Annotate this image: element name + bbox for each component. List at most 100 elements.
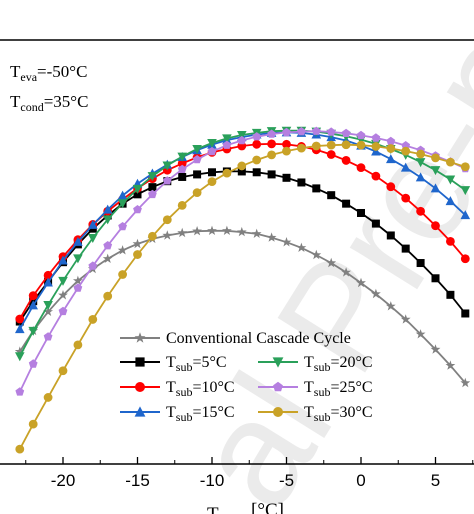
- data-point: [14, 352, 25, 362]
- data-point: [401, 193, 411, 203]
- legend-label-main: T: [166, 404, 176, 421]
- data-point: [237, 167, 246, 176]
- data-point: [371, 133, 381, 142]
- data-point: [132, 184, 143, 194]
- data-point: [237, 135, 247, 145]
- data-point: [386, 154, 396, 164]
- legend-marker: [134, 332, 146, 343]
- data-point: [416, 149, 425, 159]
- data-point: [341, 128, 351, 137]
- data-point: [177, 158, 187, 168]
- data-point: [192, 188, 202, 198]
- data-point: [43, 306, 53, 316]
- data-point: [461, 309, 470, 318]
- data-point: [73, 340, 83, 350]
- data-point: [445, 360, 456, 370]
- data-point: [177, 200, 187, 210]
- data-point: [207, 177, 217, 187]
- data-point: [326, 257, 337, 268]
- legend-label-sub: sub: [176, 410, 193, 424]
- data-point: [222, 168, 232, 178]
- legend-label-main: T: [304, 354, 314, 371]
- data-point: [252, 168, 261, 177]
- data-point: [133, 205, 142, 214]
- legend-label-tail: =10°C: [192, 379, 234, 396]
- data-point: [297, 143, 306, 153]
- data-point: [446, 290, 455, 299]
- data-point: [341, 267, 351, 277]
- data-point: [117, 245, 128, 255]
- x-axis-label: T [°C]: [207, 500, 284, 514]
- data-point: [177, 164, 187, 173]
- data-point: [177, 152, 187, 162]
- legend-label-tail: =5°C: [192, 354, 226, 371]
- legend-entry-5: Tsub=25°C: [258, 379, 373, 399]
- data-point: [341, 156, 351, 165]
- legend-label-sub: sub: [176, 385, 193, 399]
- data-point: [14, 324, 25, 334]
- data-point: [326, 150, 336, 159]
- legend-label-tail: =25°C: [330, 379, 372, 396]
- data-point: [371, 219, 380, 228]
- data-point: [118, 270, 127, 279]
- data-point: [430, 183, 441, 193]
- data-point: [385, 301, 396, 311]
- data-point: [326, 127, 336, 136]
- data-point: [162, 215, 172, 225]
- legend-label-tail: =20°C: [330, 354, 372, 371]
- legend-label: Tsub=15°C: [166, 404, 235, 424]
- legend-label: Tsub=5°C: [166, 354, 227, 374]
- data-point: [207, 139, 217, 149]
- data-point: [282, 139, 291, 149]
- data-point: [43, 332, 53, 341]
- data-point: [88, 234, 98, 244]
- data-point: [297, 178, 306, 187]
- data-point: [416, 259, 425, 268]
- data-point: [267, 150, 276, 160]
- legend-entry-1: Tsub=5°C: [120, 354, 227, 374]
- data-point: [193, 170, 202, 179]
- data-point: [222, 134, 232, 144]
- data-point: [400, 162, 411, 172]
- data-point: [431, 274, 440, 283]
- data-point: [177, 227, 188, 238]
- data-point: [430, 166, 441, 176]
- data-point: [282, 127, 291, 137]
- data-point: [222, 140, 232, 149]
- data-point: [267, 170, 276, 179]
- legend-entry-2: Tsub=10°C: [120, 379, 235, 399]
- data-point: [431, 221, 440, 231]
- data-point: [311, 249, 322, 260]
- data-point: [58, 306, 68, 316]
- data-point: [208, 168, 216, 177]
- legend-label-sub: sub: [314, 385, 331, 399]
- data-point: [312, 184, 321, 193]
- data-point: [297, 127, 306, 136]
- legend-label-main: T: [304, 404, 314, 421]
- data-point: [192, 155, 202, 164]
- data-point: [88, 219, 98, 229]
- data-point: [460, 162, 470, 172]
- data-point: [148, 189, 157, 199]
- data-point: [446, 157, 455, 167]
- data-point: [102, 253, 113, 263]
- annotation-t-eva-tail: =-50°C: [37, 62, 87, 81]
- data-point: [460, 377, 471, 388]
- data-point: [311, 141, 321, 151]
- data-point: [58, 276, 68, 286]
- legend-label-tail: =15°C: [192, 404, 234, 421]
- legend-marker: [272, 357, 284, 368]
- data-point: [73, 254, 83, 264]
- data-point: [415, 172, 426, 182]
- x-tick-label: -10: [200, 471, 225, 490]
- data-point: [356, 140, 366, 150]
- data-point: [446, 237, 455, 246]
- data-point: [192, 144, 202, 154]
- legend-entry-3: Tsub=15°C: [120, 404, 235, 424]
- data-point: [15, 387, 25, 396]
- data-point: [147, 172, 158, 182]
- data-point: [207, 225, 217, 235]
- data-point: [430, 344, 441, 354]
- data-point: [356, 130, 366, 140]
- data-point: [28, 359, 38, 368]
